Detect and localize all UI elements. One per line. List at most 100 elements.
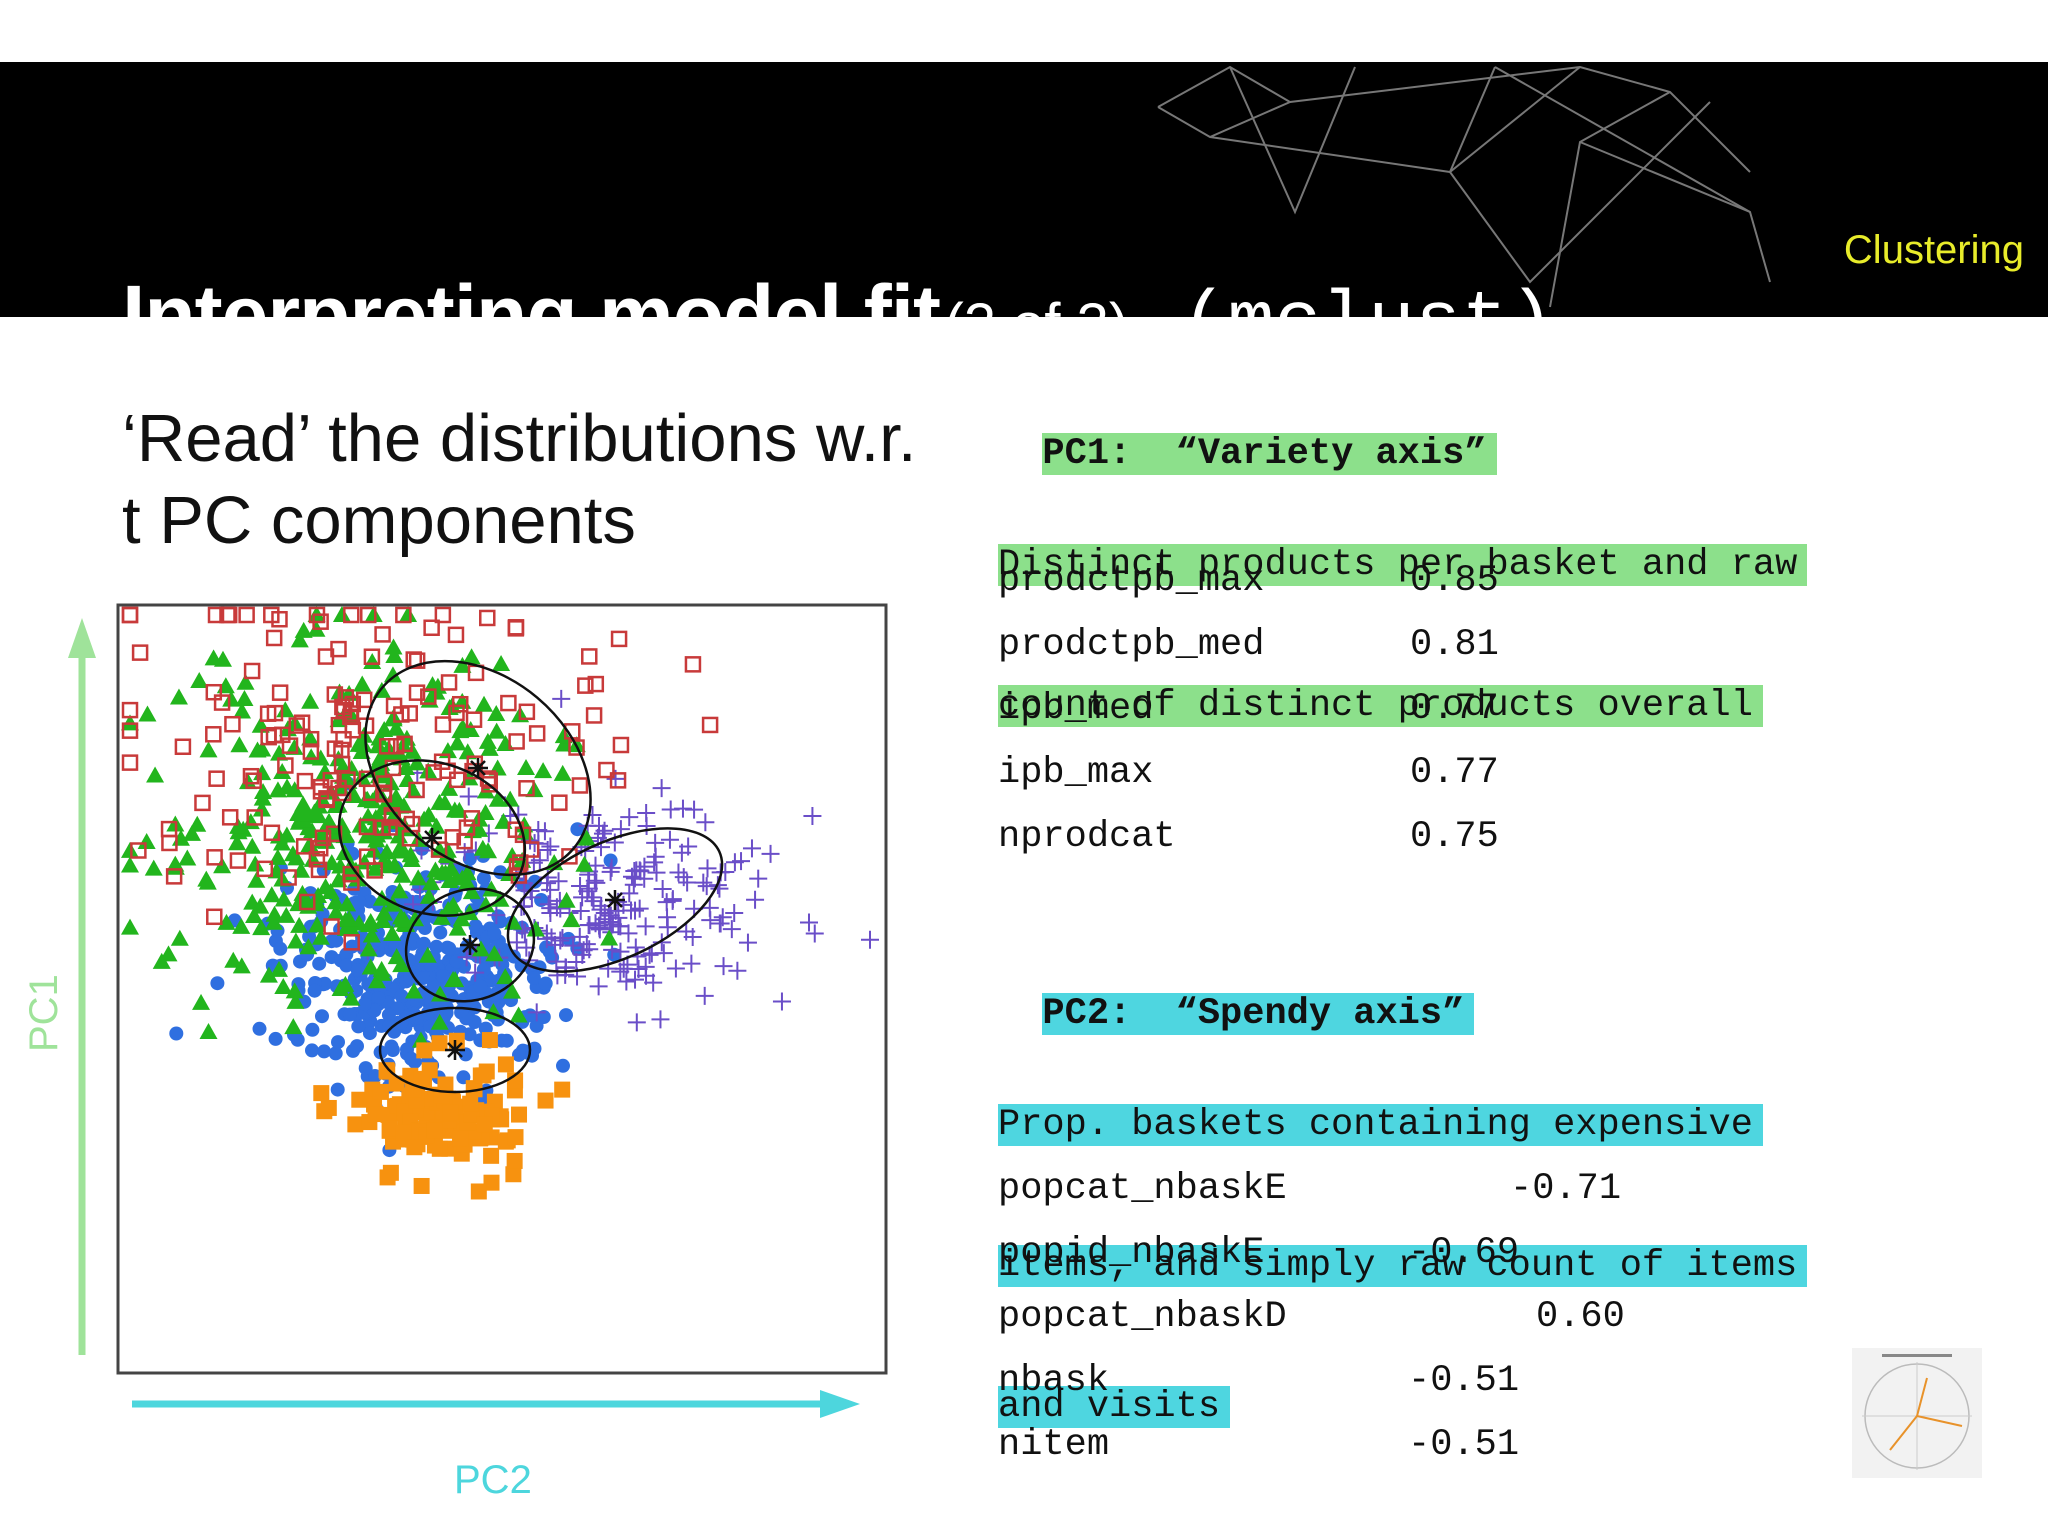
point-cluster-green [496, 968, 515, 985]
pc2-value: -0.51 [1408, 1360, 1520, 1402]
point-cluster-red [194, 794, 211, 812]
point-cluster-orange [379, 1169, 396, 1186]
point-cluster-red [314, 829, 332, 847]
point-cluster-purple [799, 913, 818, 932]
point-cluster-red [219, 606, 236, 624]
point-cluster-orange [476, 1116, 493, 1133]
point-cluster-green [419, 806, 438, 823]
cluster-ellipse [404, 887, 536, 1003]
cluster-ellipse [337, 759, 527, 917]
point-cluster-red [344, 721, 362, 739]
point-cluster-green [448, 734, 467, 751]
point-cluster-purple [602, 858, 621, 877]
point-cluster-purple [586, 914, 605, 933]
point-cluster-green [311, 928, 330, 945]
point-cluster-blue [381, 1007, 396, 1022]
point-cluster-red [174, 738, 192, 756]
point-cluster-purple [635, 857, 654, 876]
point-cluster-blue [494, 1033, 509, 1048]
point-cluster-green [224, 951, 243, 968]
title-code: (mclust) [1181, 280, 1555, 317]
point-cluster-red [317, 648, 335, 665]
point-cluster-orange [316, 1103, 333, 1120]
point-cluster-green [285, 781, 304, 798]
point-cluster-purple [627, 1013, 646, 1032]
point-cluster-blue [315, 1009, 329, 1024]
point-cluster-purple [541, 880, 560, 899]
point-cluster-orange [475, 1067, 492, 1084]
point-cluster-red [302, 743, 320, 760]
point-cluster-red [296, 772, 314, 790]
point-cluster-purple [627, 861, 646, 880]
point-cluster-blue [252, 1021, 267, 1036]
point-cluster-green [418, 946, 437, 963]
point-cluster-red [131, 644, 149, 661]
point-cluster-red [280, 869, 297, 886]
point-cluster-red [561, 848, 578, 865]
point-cluster-green [562, 911, 581, 928]
section-label: Clustering [1843, 228, 2024, 272]
point-cluster-red [299, 893, 316, 911]
point-cluster-orange [483, 1147, 500, 1164]
point-cluster-purple [564, 936, 583, 955]
point-cluster-red [265, 726, 283, 744]
header-bar: Interpreting model fit (2 of 3) (mclust)… [0, 62, 2048, 317]
title-main: Interpreting model fit [122, 268, 941, 317]
point-cluster-green [332, 606, 351, 622]
cluster-center-marker [422, 828, 442, 848]
pc1-row: ipb_max [998, 752, 1154, 794]
point-cluster-green [326, 903, 345, 920]
point-cluster-red [479, 609, 496, 627]
point-cluster-red [206, 908, 223, 926]
point-cluster-purple [487, 906, 506, 925]
point-cluster-purple [742, 839, 761, 858]
point-cluster-blue [556, 1058, 570, 1073]
point-cluster-orange [347, 1116, 364, 1133]
point-cluster-green [274, 890, 293, 907]
point-cluster-green [178, 849, 197, 866]
point-cluster-orange [442, 1104, 459, 1121]
point-cluster-green [268, 848, 287, 865]
point-cluster-green [243, 837, 262, 854]
point-cluster-green [247, 871, 266, 888]
point-cluster-red [246, 809, 263, 826]
point-cluster-red [259, 705, 277, 722]
point-cluster-red [343, 934, 360, 951]
point-cluster-green [235, 689, 254, 706]
point-cluster-green [199, 1022, 218, 1039]
point-cluster-purple [666, 959, 685, 978]
point-cluster-red [224, 715, 241, 733]
point-cluster-green [245, 907, 264, 924]
point-cluster-orange [379, 1063, 396, 1080]
pc2-row: popcat_nbaskD [998, 1296, 1287, 1338]
point-cluster-green [407, 754, 426, 771]
point-cluster-blue [302, 929, 317, 944]
point-cluster-green [440, 872, 459, 889]
cluster-center-marker [460, 935, 480, 955]
point-cluster-red [388, 737, 405, 755]
point-cluster-green [419, 762, 438, 779]
point-cluster-green [373, 911, 392, 928]
point-cluster-green [397, 759, 416, 776]
point-cluster-red [205, 726, 222, 743]
point-cluster-purple [805, 924, 824, 943]
point-cluster-red [440, 674, 458, 691]
point-cluster-blue [436, 969, 450, 983]
pc2-row: popcat_nbaskE [998, 1168, 1287, 1210]
point-cluster-red [598, 761, 615, 779]
point-cluster-red [465, 711, 483, 728]
point-cluster-green [315, 763, 334, 780]
point-cluster-red [395, 606, 412, 624]
point-cluster-red [263, 824, 281, 842]
point-cluster-blue [210, 976, 225, 991]
point-cluster-green [285, 738, 304, 755]
point-cluster-blue [368, 1069, 382, 1083]
point-cluster-blue [559, 1008, 573, 1023]
point-cluster-green [286, 932, 305, 949]
point-cluster-green [230, 736, 249, 753]
point-cluster-purple [552, 689, 571, 708]
pc1-value: 0.81 [1410, 624, 1499, 666]
point-cluster-blue [273, 941, 288, 956]
point-cluster-red [684, 656, 702, 673]
lead-line-1: ‘Read’ the distributions w.r. [122, 401, 917, 476]
